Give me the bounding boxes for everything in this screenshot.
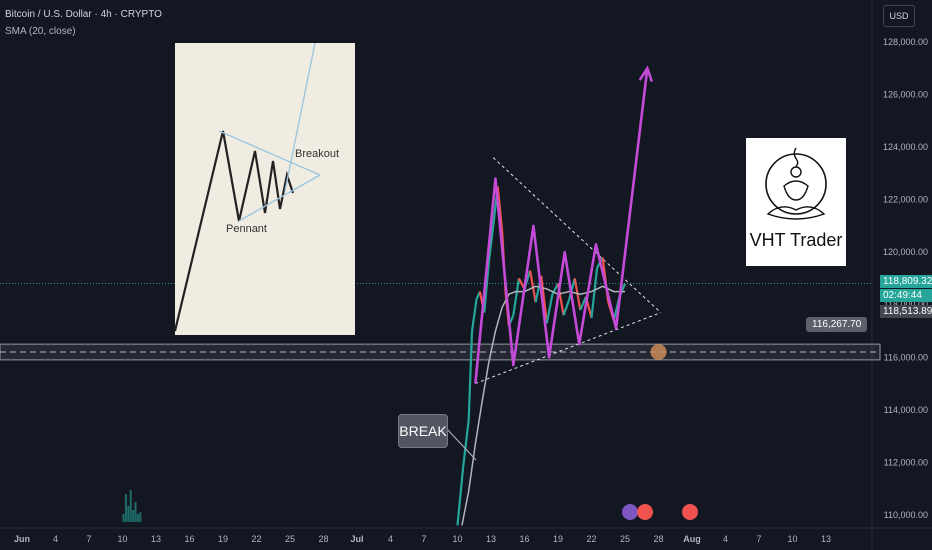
price-candle [487, 225, 495, 263]
price-candle [467, 330, 474, 421]
symbol-title: Bitcoin / U.S. Dollar · 4h · CRYPTO [5, 9, 162, 20]
volume-bar [129, 490, 132, 522]
volume-bar [139, 512, 142, 522]
breakout-label: Breakout [295, 148, 339, 160]
x-tick-label: 22 [251, 534, 261, 544]
x-tick-label: 25 [285, 534, 295, 544]
y-tick-label: 110,000.00 [884, 510, 928, 520]
price-candle [483, 262, 490, 313]
price-candle [512, 278, 521, 316]
x-tick-label: 7 [756, 534, 761, 544]
sma-line[interactable] [461, 285, 625, 526]
pennant-sketch: Breakout Pennant [173, 42, 339, 332]
x-tick-label: 19 [553, 534, 563, 544]
flag-icon[interactable] [682, 504, 698, 520]
volume-bar [127, 506, 130, 522]
x-tick-label: Jun [14, 534, 30, 544]
y-tick-label: 120,000.00 [883, 247, 928, 257]
volume-bar [136, 514, 139, 522]
x-tick-label: 16 [184, 534, 194, 544]
price-candle [562, 299, 571, 316]
volume-bar [134, 502, 137, 522]
pennant-label: Pennant [226, 223, 267, 235]
price-candle [540, 275, 548, 324]
meditation-icon [765, 147, 827, 220]
x-tick-label: Jul [350, 534, 363, 544]
flag-icon[interactable] [637, 504, 653, 520]
volume-bar [122, 514, 125, 522]
currency-button[interactable]: USD [883, 5, 915, 27]
x-tick-label: 7 [421, 534, 426, 544]
y-tick-label: 112,000.00 [884, 457, 928, 467]
price-candle [568, 278, 576, 300]
x-tick-label: Aug [683, 534, 701, 544]
x-tick-label: 16 [519, 534, 529, 544]
x-tick-label: 10 [117, 534, 127, 544]
bar-countdown-tag: 02:49:44 [880, 289, 932, 302]
price-candle [579, 296, 587, 311]
x-tick-label: 28 [318, 534, 328, 544]
price-candle [590, 267, 599, 318]
vht-trader-logo: VHT Trader [746, 138, 846, 266]
y-tick-label: 124,000.00 [883, 142, 928, 152]
x-tick-label: 13 [486, 534, 496, 544]
price-candle [470, 299, 478, 332]
price-candle [456, 467, 465, 526]
event-icon[interactable] [622, 504, 638, 520]
y-tick-label: 122,000.00 [883, 195, 928, 205]
x-tick-label: 7 [86, 534, 91, 544]
break-pointer [445, 427, 477, 461]
break-label: BREAK [398, 414, 448, 448]
x-tick-label: 25 [620, 534, 630, 544]
x-tick-label: 13 [151, 534, 161, 544]
x-tick-label: 22 [586, 534, 596, 544]
x-tick-label: 13 [821, 534, 831, 544]
y-tick-label: 118,000.00 [884, 300, 928, 310]
projection-arrowhead [638, 65, 654, 82]
volume-bar [124, 494, 127, 522]
x-tick-label: 10 [787, 534, 797, 544]
x-tick-label: 4 [53, 534, 58, 544]
x-tick-label: 28 [653, 534, 663, 544]
price-candle [529, 270, 537, 303]
y-tick-label: 116,000.00 [884, 352, 928, 362]
level-price-tag[interactable]: 116,267.70 [806, 317, 868, 332]
y-tick-label: 128,000.00 [883, 37, 928, 47]
price-candle [496, 186, 504, 232]
y-tick-label: 126,000.00 [883, 90, 928, 100]
x-tick-label: 10 [452, 534, 462, 544]
pennant-illustration: Breakout Pennant [173, 42, 355, 335]
x-tick-label: 19 [218, 534, 228, 544]
projection-zigzag[interactable] [474, 68, 649, 384]
indicator-legend[interactable]: SMA (20, close) [5, 26, 76, 37]
retest-marker [650, 344, 667, 360]
price-candle [545, 294, 554, 324]
price-candle [461, 420, 470, 468]
logo-text: VHT Trader [749, 230, 843, 250]
x-tick-label: 4 [388, 534, 393, 544]
pennant-upper-line[interactable] [492, 157, 662, 313]
last-price-tag: 118,809.32 [880, 275, 932, 288]
sma-value-tag: 118,513.89 [880, 305, 932, 318]
x-tick-label: 4 [723, 534, 728, 544]
volume-bar [132, 510, 135, 522]
y-tick-label: 114,000.00 [884, 405, 928, 415]
